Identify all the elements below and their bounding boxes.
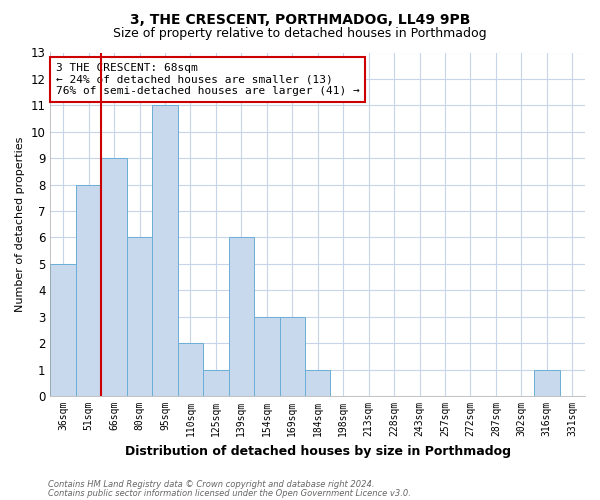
Bar [229, 238, 254, 396]
Bar [76, 184, 101, 396]
Bar [203, 370, 229, 396]
Bar [152, 106, 178, 396]
Bar [305, 370, 331, 396]
Text: 3 THE CRESCENT: 68sqm
← 24% of detached houses are smaller (13)
76% of semi-deta: 3 THE CRESCENT: 68sqm ← 24% of detached … [56, 63, 359, 96]
Bar [254, 317, 280, 396]
Bar [50, 264, 76, 396]
X-axis label: Distribution of detached houses by size in Porthmadog: Distribution of detached houses by size … [125, 444, 511, 458]
Bar [178, 343, 203, 396]
Y-axis label: Number of detached properties: Number of detached properties [15, 136, 25, 312]
Text: Contains public sector information licensed under the Open Government Licence v3: Contains public sector information licen… [48, 488, 411, 498]
Text: Size of property relative to detached houses in Porthmadog: Size of property relative to detached ho… [113, 28, 487, 40]
Bar [127, 238, 152, 396]
Bar [101, 158, 127, 396]
Bar [280, 317, 305, 396]
Text: Contains HM Land Registry data © Crown copyright and database right 2024.: Contains HM Land Registry data © Crown c… [48, 480, 374, 489]
Text: 3, THE CRESCENT, PORTHMADOG, LL49 9PB: 3, THE CRESCENT, PORTHMADOG, LL49 9PB [130, 12, 470, 26]
Bar [534, 370, 560, 396]
